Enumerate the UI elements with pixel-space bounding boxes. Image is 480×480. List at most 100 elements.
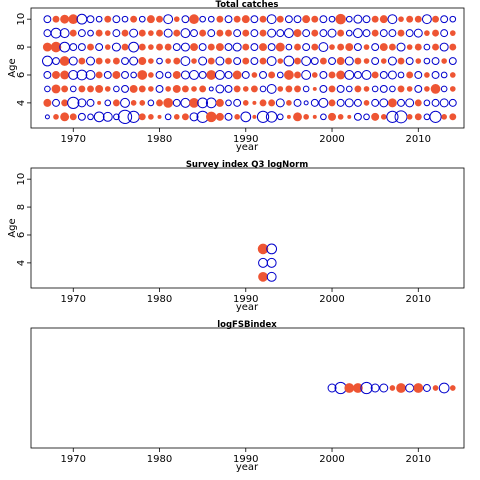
positive-residual-point [148,86,154,92]
negative-residual-point [112,15,121,24]
positive-residual-point [148,44,154,50]
positive-residual-point [60,112,70,122]
positive-residual-point [430,84,441,94]
negative-residual-point [423,43,431,51]
y-tick-label: 8 [16,204,27,210]
positive-residual-point [181,113,189,121]
positive-residual-point [148,72,154,78]
negative-residual-point [370,383,380,393]
negative-residual-point [86,98,95,107]
positive-residual-point [69,113,77,121]
negative-residual-point [303,100,309,106]
positive-residual-point [406,15,414,23]
positive-residual-point [413,383,424,393]
negative-residual-point [353,71,362,79]
positive-residual-point [363,86,370,92]
negative-residual-point [199,15,206,23]
positive-residual-point [148,30,154,36]
negative-residual-point [52,98,60,107]
positive-residual-point [371,29,379,37]
negative-residual-point [353,98,362,107]
negative-residual-point [302,43,311,52]
positive-residual-point [414,113,422,121]
x-tick-label: 1980 [147,134,172,145]
positive-residual-point [191,86,197,92]
negative-residual-point [267,43,276,52]
negative-residual-point [259,85,267,93]
negative-residual-point [328,15,336,23]
positive-residual-point [216,29,224,37]
x-axis-label: year [236,142,259,153]
plot-frame [30,7,465,129]
positive-residual-point [87,85,94,93]
positive-residual-point [215,43,224,52]
positive-residual-point [50,41,62,53]
positive-residual-point [259,57,267,65]
positive-residual-point [363,58,370,64]
positive-residual-point [157,114,162,119]
x-tick-label: 1980 [147,454,172,465]
negative-residual-point [129,56,139,66]
positive-residual-point [449,385,456,391]
negative-residual-point [120,97,130,108]
negative-residual-point [172,43,181,52]
positive-residual-point [337,114,344,120]
negative-residual-point [197,97,209,109]
positive-residual-point [215,98,224,107]
positive-residual-point [371,71,379,79]
positive-residual-point [138,85,146,93]
positive-residual-point [164,43,172,51]
x-axis-label: year [236,302,259,313]
positive-residual-point [104,58,111,64]
positive-residual-point [259,43,268,52]
negative-residual-point [147,99,155,107]
positive-residual-point [414,99,422,107]
positive-residual-point [277,58,284,64]
negative-residual-point [233,29,242,38]
negative-residual-point [266,271,277,282]
positive-residual-point [206,111,217,123]
negative-residual-point [422,384,431,392]
negative-residual-point [405,57,414,65]
negative-residual-point [180,42,190,52]
positive-residual-point [303,114,309,120]
negative-residual-point [439,98,449,108]
positive-residual-point [312,114,317,119]
positive-residual-point [363,100,370,106]
negative-residual-point [293,15,302,24]
negative-residual-point [439,42,449,52]
positive-residual-point [328,85,336,93]
negative-residual-point [198,71,207,79]
positive-residual-point [69,29,77,37]
negative-residual-point [163,28,173,38]
positive-residual-point [242,86,249,92]
positive-residual-point [398,16,404,22]
negative-residual-point [43,29,52,38]
negative-residual-point [225,99,232,107]
negative-residual-point [336,98,345,107]
negative-residual-point [318,42,329,53]
positive-residual-point [406,86,413,92]
negative-residual-point [250,57,259,65]
positive-residual-point [165,86,171,92]
negative-residual-point [276,113,284,121]
x-tick-label: 1990 [233,294,258,305]
negative-residual-point [362,29,371,38]
negative-residual-point [77,112,86,121]
positive-residual-point [232,70,242,80]
negative-residual-point [387,70,397,80]
negative-residual-point [319,71,328,79]
positive-residual-point [207,43,215,51]
positive-residual-point [293,29,302,38]
negative-residual-point [127,110,140,123]
negative-residual-point [344,70,355,80]
positive-residual-point [371,15,379,23]
negative-residual-point [265,111,278,123]
positive-residual-point [354,57,362,65]
y-tick-label: 4 [16,260,27,266]
x-tick-label: 1990 [233,454,258,465]
positive-residual-point [242,57,250,65]
negative-residual-point [117,109,133,124]
bubbles [257,243,278,282]
positive-residual-point [156,99,163,107]
